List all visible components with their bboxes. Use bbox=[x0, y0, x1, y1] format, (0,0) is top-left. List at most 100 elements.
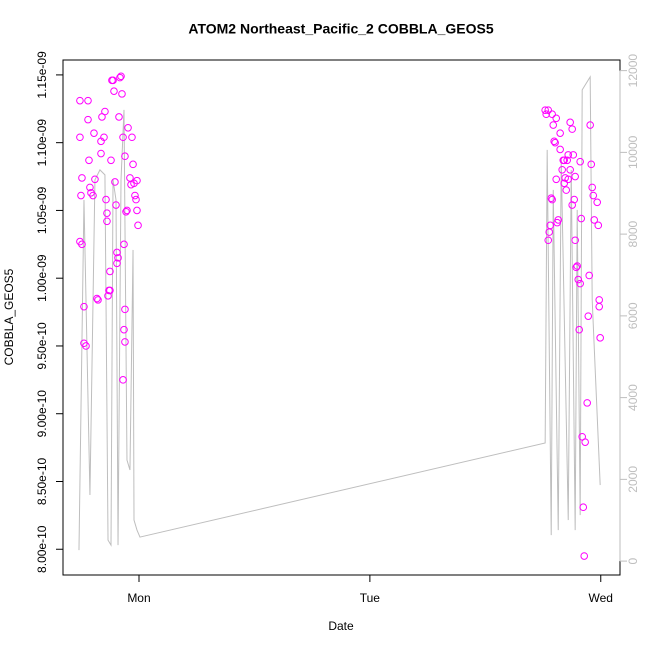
data-point bbox=[547, 194, 556, 203]
data-point bbox=[576, 157, 584, 166]
data-point bbox=[552, 175, 561, 184]
data-point bbox=[133, 176, 141, 185]
data-point bbox=[93, 294, 101, 303]
y2-tick-label: 12000 bbox=[626, 54, 640, 88]
data-point bbox=[548, 195, 556, 204]
data-point bbox=[124, 123, 132, 132]
data-point bbox=[109, 76, 117, 85]
data-point bbox=[568, 125, 576, 133]
data-point bbox=[100, 133, 108, 142]
data-point bbox=[560, 179, 569, 188]
y-tick-label: 1.05e-09 bbox=[35, 186, 49, 234]
altitude-line bbox=[78, 75, 601, 551]
data-point bbox=[542, 110, 551, 119]
data-point bbox=[566, 118, 574, 127]
data-point bbox=[580, 552, 589, 560]
data-point bbox=[123, 206, 131, 215]
data-point bbox=[114, 254, 122, 262]
data-point bbox=[549, 121, 558, 129]
data-point bbox=[590, 216, 599, 224]
data-point bbox=[117, 72, 125, 81]
data-point bbox=[574, 275, 583, 284]
data-point bbox=[571, 172, 579, 181]
data-point bbox=[113, 248, 121, 257]
data-point bbox=[572, 263, 581, 272]
x-tick-label: Mon bbox=[127, 591, 150, 605]
data-point bbox=[568, 201, 576, 209]
data-point bbox=[112, 201, 120, 209]
data-point bbox=[111, 178, 119, 186]
data-point bbox=[571, 236, 579, 245]
data-point bbox=[80, 339, 88, 348]
data-point bbox=[84, 115, 92, 124]
data-point bbox=[76, 96, 84, 105]
data-point bbox=[89, 191, 97, 200]
data-point bbox=[570, 195, 579, 204]
data-point bbox=[563, 156, 571, 165]
data-point bbox=[94, 296, 102, 304]
data-point bbox=[104, 292, 112, 300]
data-point bbox=[586, 121, 594, 129]
data-point bbox=[583, 399, 591, 407]
data-point bbox=[564, 175, 573, 184]
y-tick-label: 1.00e-09 bbox=[35, 254, 49, 302]
data-point bbox=[116, 73, 124, 82]
data-point bbox=[584, 312, 593, 320]
y2-tick-label: 2000 bbox=[626, 466, 640, 493]
data-point bbox=[554, 216, 563, 224]
x-tick-label: Tue bbox=[360, 591, 381, 605]
y-tick-label: 9.50e-10 bbox=[35, 322, 49, 370]
data-point bbox=[541, 106, 549, 114]
data-point bbox=[579, 503, 588, 512]
y2-tick-label: 4000 bbox=[626, 384, 640, 411]
data-point bbox=[544, 236, 553, 245]
y-tick-label: 8.50e-10 bbox=[35, 457, 49, 505]
data-point bbox=[101, 107, 109, 116]
data-point bbox=[106, 267, 114, 276]
y2-tick-label: 10000 bbox=[626, 135, 640, 169]
data-point bbox=[131, 191, 139, 200]
data-point bbox=[103, 217, 111, 226]
data-point bbox=[575, 325, 584, 334]
data-point bbox=[122, 207, 130, 216]
y-tick-label: 1.10e-09 bbox=[35, 119, 49, 167]
data-point bbox=[106, 286, 114, 295]
data-point bbox=[566, 165, 574, 174]
x-axis-label: Date bbox=[328, 619, 354, 633]
data-point bbox=[128, 133, 136, 142]
data-point bbox=[581, 438, 589, 446]
data-point bbox=[544, 106, 553, 114]
data-point bbox=[119, 376, 127, 384]
data-point bbox=[84, 96, 92, 105]
data-point bbox=[86, 183, 94, 192]
data-point bbox=[102, 195, 110, 204]
y-tick-label: 1.15e-09 bbox=[35, 51, 49, 99]
data-point bbox=[80, 302, 88, 311]
data-point bbox=[548, 110, 556, 119]
y-tick-label: 9.00e-10 bbox=[35, 390, 49, 438]
data-point bbox=[560, 156, 569, 165]
data-point bbox=[550, 137, 558, 146]
data-point bbox=[97, 149, 105, 158]
data-point bbox=[569, 151, 578, 159]
data-point bbox=[76, 133, 84, 142]
chart-title: ATOM2 Northeast_Pacific_2 COBBLA_GEOS5 bbox=[188, 21, 493, 37]
y2-tick-label: 6000 bbox=[626, 302, 640, 329]
data-point bbox=[133, 206, 141, 215]
data-point bbox=[78, 240, 86, 249]
data-point bbox=[589, 191, 598, 200]
data-point bbox=[562, 186, 571, 194]
y2-tick-label: 8000 bbox=[626, 220, 640, 247]
data-point bbox=[596, 334, 604, 342]
data-point bbox=[593, 198, 602, 207]
data-point bbox=[552, 114, 561, 123]
data-point bbox=[118, 90, 126, 98]
data-point bbox=[558, 165, 566, 174]
data-point bbox=[91, 175, 99, 184]
data-point bbox=[573, 262, 581, 270]
data-point bbox=[107, 156, 115, 165]
data-point bbox=[121, 338, 129, 346]
data-point bbox=[115, 113, 123, 121]
data-point bbox=[119, 133, 127, 142]
y2-tick-label: 0 bbox=[626, 557, 640, 564]
